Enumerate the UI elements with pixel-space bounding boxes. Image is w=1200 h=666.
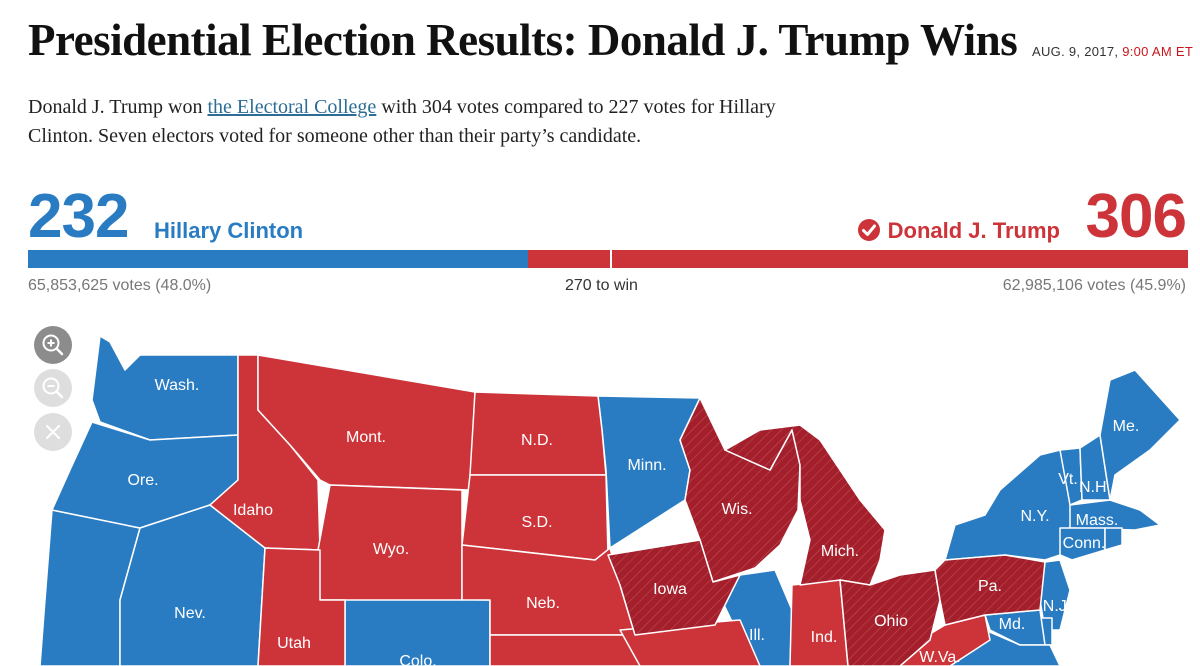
state-ut[interactable] [257, 547, 346, 666]
time-text: 9:00 AM ET [1122, 44, 1194, 59]
summary-paragraph: Donald J. Trump won the Electoral Colleg… [28, 93, 808, 151]
label-vt: Vt. [1058, 471, 1078, 488]
label-nj: N.J. [1043, 598, 1071, 615]
threshold-label: 270 to win [565, 277, 638, 294]
label-wa: Wash. [155, 377, 200, 394]
state-nd[interactable] [469, 391, 607, 476]
label-ut: Utah [277, 635, 311, 652]
trump-name: Donald J. Trump [887, 218, 1060, 243]
clinton-electoral-count: 232 [28, 182, 129, 251]
election-map: Wash. Ore. Idaho Mont. Wyo. N.D. S.D. Ne… [39, 335, 1181, 666]
label-ct: Conn. [1063, 535, 1106, 552]
zoom-in-icon [42, 334, 64, 356]
state-ks[interactable] [489, 634, 646, 666]
state-ia[interactable] [607, 539, 741, 636]
label-wv: W.Va. [919, 649, 961, 666]
label-ny: N.Y. [1020, 508, 1049, 525]
label-ne: Neb. [526, 595, 560, 612]
zoom-out-button[interactable] [34, 369, 72, 407]
clinton-popular-votes: 65,853,625 votes (48.0%) [28, 277, 212, 294]
label-wi: Wis. [721, 501, 752, 518]
trump-popular-votes: 62,985,106 votes (45.9%) [1002, 277, 1186, 294]
label-mn: Minn. [627, 457, 666, 474]
label-or: Ore. [127, 472, 158, 489]
label-in: Ind. [811, 629, 838, 646]
trump-electoral-count: 306 [1085, 182, 1187, 251]
label-pa: Pa. [978, 578, 1002, 595]
state-pa[interactable] [934, 554, 1046, 626]
state-ny[interactable] [944, 449, 1076, 561]
dateline: AUG. 9, 2017, 9:00 AM ET [1032, 44, 1193, 59]
label-mi: Mich. [821, 543, 859, 560]
label-wy: Wyo. [373, 541, 409, 558]
clinton-name: Hillary Clinton [154, 218, 304, 243]
state-ri[interactable] [1104, 527, 1123, 551]
win-threshold-marker [610, 250, 612, 268]
label-ia: Iowa [653, 581, 687, 598]
state-in[interactable] [789, 579, 849, 666]
summary-lead: Donald J. Trump won [28, 96, 208, 118]
zoom-out-icon [42, 377, 64, 399]
label-id: Idaho [233, 502, 273, 519]
state-ct[interactable] [1059, 527, 1106, 561]
electoral-bar [28, 250, 1188, 268]
trump-bar-segment [528, 250, 1188, 268]
label-nh: N.H. [1079, 479, 1111, 496]
state-me[interactable] [1099, 369, 1181, 501]
label-nd: N.D. [521, 432, 553, 449]
label-co: Colo. [399, 653, 436, 666]
electoral-college-link[interactable]: the Electoral College [207, 96, 377, 118]
page-title: Presidential Election Results: Donald J.… [28, 15, 1018, 65]
clinton-bar-segment [28, 250, 528, 268]
label-oh: Ohio [874, 613, 908, 630]
label-ma: Mass. [1076, 512, 1119, 529]
zoom-in-button[interactable] [34, 326, 72, 364]
state-wy[interactable] [317, 484, 463, 601]
summary-rest: with 304 votes compared to 227 votes for… [28, 96, 776, 147]
date-text: AUG. 9, 2017, [1032, 44, 1119, 59]
label-sd: S.D. [521, 514, 552, 531]
close-icon [45, 424, 61, 440]
label-nv: Nev. [174, 605, 206, 622]
label-mt: Mont. [346, 429, 386, 446]
label-il: Ill. [749, 627, 765, 644]
winner-check-icon [858, 219, 880, 241]
reset-zoom-button[interactable] [34, 413, 72, 451]
label-me: Me. [1113, 418, 1140, 435]
label-md: Md. [999, 616, 1026, 633]
